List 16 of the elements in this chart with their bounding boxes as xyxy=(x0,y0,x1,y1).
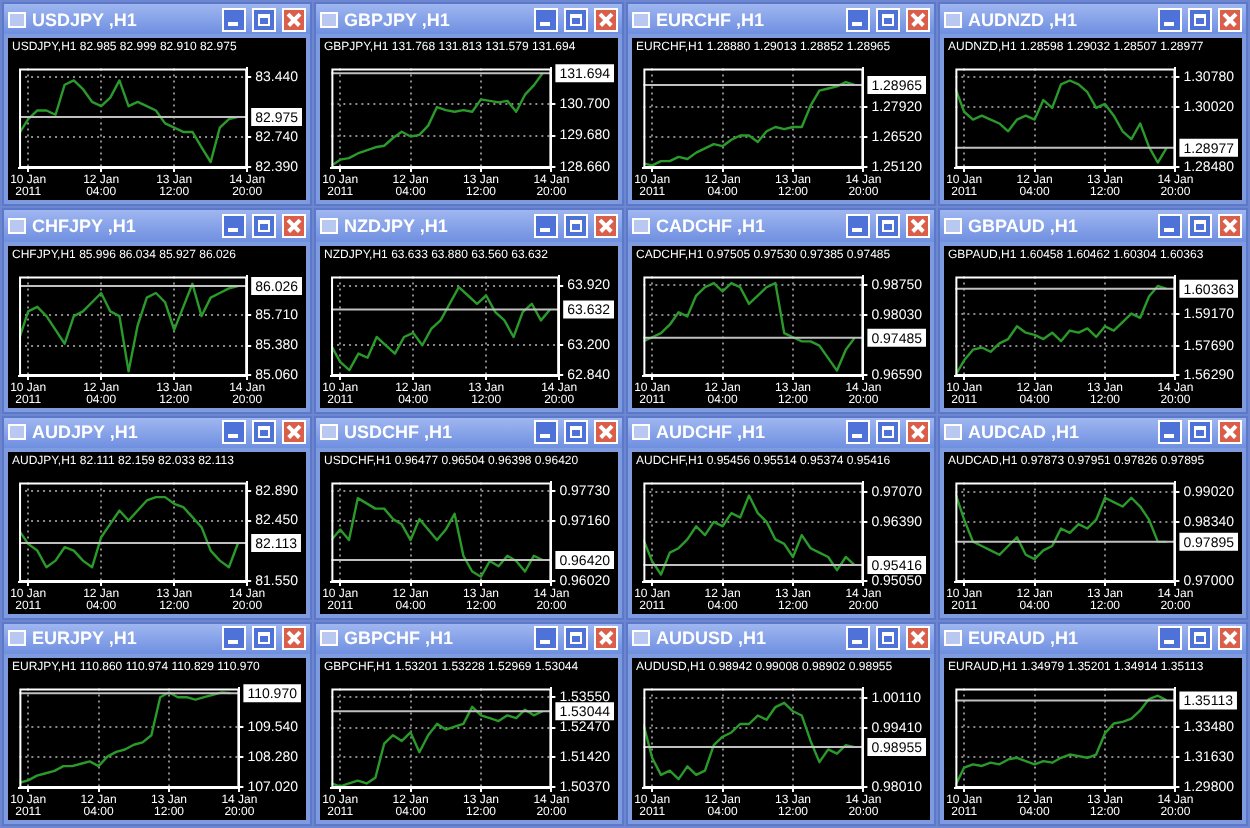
chart-title: AUDCAD ,H1 xyxy=(968,422,1082,443)
chart-title: AUDNZD ,H1 xyxy=(968,9,1080,30)
chart-title: AUDCHF ,H1 xyxy=(656,422,768,443)
chart-title: AUDJPY ,H1 xyxy=(32,422,140,443)
chart-title: NZDJPY ,H1 xyxy=(344,215,450,236)
chart-title: USDJPY ,H1 xyxy=(32,9,139,30)
chart-title: GBPJPY ,H1 xyxy=(344,9,452,30)
chart-title: GBPAUD ,H1 xyxy=(968,215,1080,236)
chart-title: CHFJPY ,H1 xyxy=(32,215,138,236)
chart-title: EURCHF ,H1 xyxy=(656,9,767,30)
chart-title: USDCHF ,H1 xyxy=(344,422,455,443)
chart-title: AUDUSD ,H1 xyxy=(656,628,769,649)
chart-title: GBPCHF ,H1 xyxy=(344,628,456,649)
chart-title: EURJPY ,H1 xyxy=(32,628,139,649)
chart-title: EURAUD ,H1 xyxy=(968,628,1081,649)
chart-title: CADCHF ,H1 xyxy=(656,215,768,236)
